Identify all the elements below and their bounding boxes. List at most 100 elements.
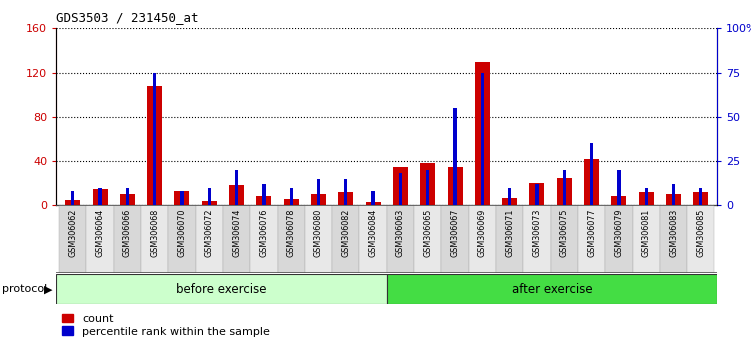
Bar <box>672 184 675 205</box>
Text: GSM306079: GSM306079 <box>614 209 623 257</box>
Bar <box>195 205 223 273</box>
Bar <box>632 205 660 273</box>
Bar <box>250 205 278 273</box>
Text: before exercise: before exercise <box>176 283 267 296</box>
Bar <box>332 205 360 273</box>
Bar <box>223 205 250 273</box>
Bar <box>421 163 436 205</box>
Bar <box>687 205 714 273</box>
Text: GSM306077: GSM306077 <box>587 209 596 257</box>
Bar <box>180 191 183 205</box>
Text: GSM306074: GSM306074 <box>232 209 241 257</box>
Text: GSM306063: GSM306063 <box>396 209 405 257</box>
Bar <box>153 73 156 205</box>
Bar <box>71 191 74 205</box>
Bar <box>317 179 320 205</box>
Bar <box>644 188 648 205</box>
Bar <box>305 205 332 273</box>
Text: GSM306085: GSM306085 <box>696 209 705 257</box>
Bar <box>469 205 496 273</box>
Bar <box>387 205 414 273</box>
Bar <box>174 191 189 205</box>
Bar <box>508 188 511 205</box>
Bar <box>475 62 490 205</box>
Bar <box>56 274 387 304</box>
Bar <box>693 192 708 205</box>
Bar <box>202 201 217 205</box>
Bar <box>229 185 244 205</box>
Bar <box>393 167 408 205</box>
Bar <box>529 183 544 205</box>
Bar <box>92 189 107 205</box>
Bar <box>256 196 271 205</box>
Text: GDS3503 / 231450_at: GDS3503 / 231450_at <box>56 11 199 24</box>
Bar <box>284 199 299 205</box>
Bar <box>338 192 353 205</box>
Bar <box>98 188 101 205</box>
Bar <box>262 184 266 205</box>
Bar <box>141 205 168 273</box>
Text: protocol: protocol <box>2 284 47 295</box>
Bar <box>578 205 605 273</box>
Bar <box>605 205 632 273</box>
Bar <box>344 179 348 205</box>
Bar <box>399 173 402 205</box>
Text: GSM306067: GSM306067 <box>451 209 460 257</box>
Bar <box>617 170 620 205</box>
Bar <box>86 205 113 273</box>
Text: GSM306069: GSM306069 <box>478 209 487 257</box>
Bar <box>278 205 305 273</box>
Bar <box>523 205 550 273</box>
Bar <box>59 205 86 273</box>
Text: GSM306075: GSM306075 <box>559 209 569 257</box>
Bar <box>550 205 578 273</box>
Bar <box>611 196 626 205</box>
Bar <box>414 205 442 273</box>
Bar <box>454 108 457 205</box>
Text: GSM306082: GSM306082 <box>341 209 350 257</box>
Bar <box>584 159 599 205</box>
Text: GSM306065: GSM306065 <box>424 209 433 257</box>
Bar <box>660 205 687 273</box>
Bar <box>590 143 593 205</box>
Text: GSM306081: GSM306081 <box>641 209 650 257</box>
Bar <box>481 73 484 205</box>
Bar <box>235 170 238 205</box>
Text: GSM306084: GSM306084 <box>369 209 378 257</box>
Bar <box>535 184 538 205</box>
Legend: count, percentile rank within the sample: count, percentile rank within the sample <box>62 314 270 337</box>
Text: after exercise: after exercise <box>511 283 593 296</box>
Bar <box>442 205 469 273</box>
Bar <box>311 194 326 205</box>
Text: GSM306070: GSM306070 <box>177 209 186 257</box>
Text: GSM306068: GSM306068 <box>150 209 159 257</box>
Bar <box>387 274 717 304</box>
Text: GSM306072: GSM306072 <box>205 209 214 257</box>
Bar <box>65 200 80 205</box>
Bar <box>496 205 523 273</box>
Bar <box>372 191 375 205</box>
Bar <box>207 188 211 205</box>
Text: GSM306076: GSM306076 <box>259 209 268 257</box>
Text: GSM306062: GSM306062 <box>68 209 77 257</box>
Bar <box>666 194 681 205</box>
Bar <box>120 194 135 205</box>
Text: GSM306066: GSM306066 <box>123 209 132 257</box>
Bar <box>556 178 572 205</box>
Bar <box>290 188 293 205</box>
Text: GSM306064: GSM306064 <box>95 209 104 257</box>
Bar <box>147 86 162 205</box>
Text: GSM306083: GSM306083 <box>669 209 678 257</box>
Bar <box>562 170 566 205</box>
Text: ▶: ▶ <box>44 284 52 295</box>
Bar <box>502 198 517 205</box>
Bar <box>699 188 702 205</box>
Bar <box>360 205 387 273</box>
Bar <box>426 170 430 205</box>
Bar <box>168 205 195 273</box>
Text: GSM306071: GSM306071 <box>505 209 514 257</box>
Text: GSM306073: GSM306073 <box>532 209 541 257</box>
Bar <box>113 205 141 273</box>
Text: GSM306080: GSM306080 <box>314 209 323 257</box>
Bar <box>448 167 463 205</box>
